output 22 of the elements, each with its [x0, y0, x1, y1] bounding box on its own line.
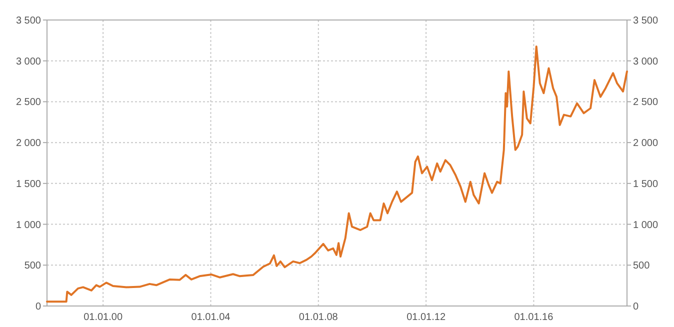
x-tick-label: 01.01.00: [84, 312, 123, 323]
y-tick-label: 2 500: [16, 97, 42, 108]
x-tick-label: 01.01.04: [191, 312, 231, 323]
y-tick-label: 1 500: [16, 178, 42, 190]
y2-tick-label: 2 000: [633, 138, 658, 150]
x-tick-label: 01.01.16: [514, 312, 554, 323]
y-tick-label: 1 000: [16, 220, 42, 231]
y2-tick-label: 3 000: [633, 56, 658, 68]
line-series: [46, 46, 628, 303]
x-tick-label: 01.01.12: [406, 312, 446, 323]
y2-tick-label: 1 500: [633, 178, 658, 190]
y2-tick-label: 500: [633, 260, 650, 272]
y-tick-label: 500: [24, 260, 42, 272]
y2-tick-label: 3 500: [633, 16, 658, 26]
y2-tick-label: 0: [633, 302, 639, 312]
y-tick-label: 2 000: [16, 138, 42, 150]
y-tick-label: 3 500: [16, 16, 42, 26]
y2-tick-label: 2 500: [633, 97, 658, 108]
y2-tick-label: 1 000: [633, 220, 658, 231]
x-tick-label: 01.01.08: [298, 312, 338, 323]
y-tick-label: 0: [35, 302, 42, 312]
y-tick-label: 3 000: [16, 56, 42, 68]
